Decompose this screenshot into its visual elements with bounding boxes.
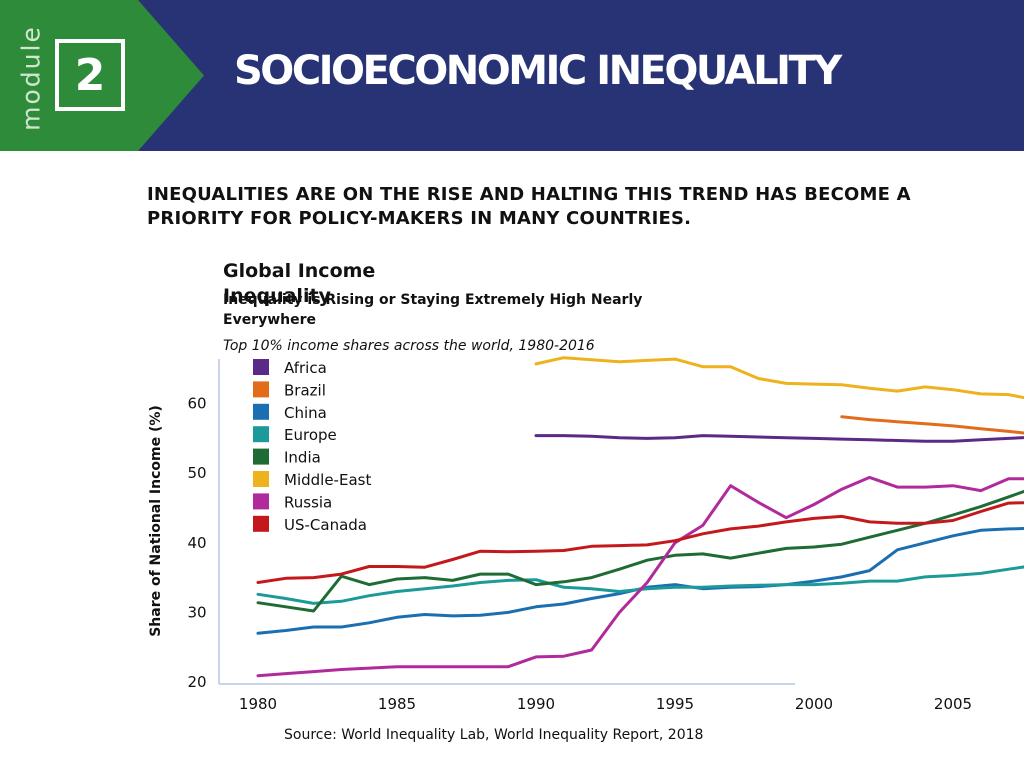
chart-caption: Top 10% income shares across the world, …	[223, 338, 595, 354]
legend-swatch	[253, 359, 269, 375]
y-tick-label: 30	[187, 603, 206, 621]
legend-swatch	[253, 448, 269, 465]
legend-label: India	[284, 449, 321, 467]
legend-swatch	[253, 381, 269, 398]
x-tick-label: 1985	[378, 695, 416, 713]
x-tick-label: 1980	[239, 695, 277, 713]
legend-label: Europe	[284, 426, 337, 444]
y-tick-label: 60	[187, 395, 206, 413]
y-tick-label: 40	[187, 534, 206, 552]
legend-swatch	[253, 493, 269, 510]
series-line-india	[256, 489, 1024, 613]
legend-label: Middle-East	[284, 471, 371, 489]
legend-swatch	[253, 471, 269, 487]
legend-label: China	[284, 404, 327, 422]
series-line-africa	[534, 434, 1024, 443]
series-line-us-canada	[256, 501, 1024, 584]
series-line-russia	[256, 475, 1024, 678]
series-line-europe	[256, 565, 1024, 605]
y-axis-label: Share of National Income (%)	[148, 405, 164, 637]
chart-title: Global Income Inequality	[223, 260, 376, 307]
module-number: 2	[55, 39, 125, 111]
chart-subtitle: Inequality is Rising or Staying Extremel…	[223, 292, 643, 328]
header-banner: module 2 SOCIOECONOMIC INEQUALITY	[0, 0, 1024, 151]
legend-swatch	[253, 426, 269, 443]
legend-swatch	[253, 515, 269, 532]
legend-label: Africa	[284, 359, 327, 377]
source-note: Source: World Inequality Lab, World Ineq…	[284, 727, 704, 743]
y-tick-label: 50	[187, 464, 206, 482]
headline: INEQUALITIES ARE ON THE RISE AND HALTING…	[147, 184, 911, 229]
legend-label: US-Canada	[284, 516, 367, 534]
page-title: SOCIOECONOMIC INEQUALITY	[234, 48, 842, 94]
series-line-middle-east	[534, 356, 1024, 400]
y-tick-label: 20	[187, 673, 206, 691]
legend-label: Brazil	[284, 381, 326, 399]
x-tick-label: 1995	[656, 695, 694, 713]
legend-swatch	[253, 403, 269, 420]
series-line-brazil	[840, 415, 1024, 435]
x-tick-label: 2005	[934, 695, 972, 713]
x-tick-label: 1990	[517, 695, 555, 713]
legend-label: Russia	[284, 493, 332, 511]
x-tick-label: 2000	[795, 695, 833, 713]
module-badge-shape	[0, 0, 204, 151]
